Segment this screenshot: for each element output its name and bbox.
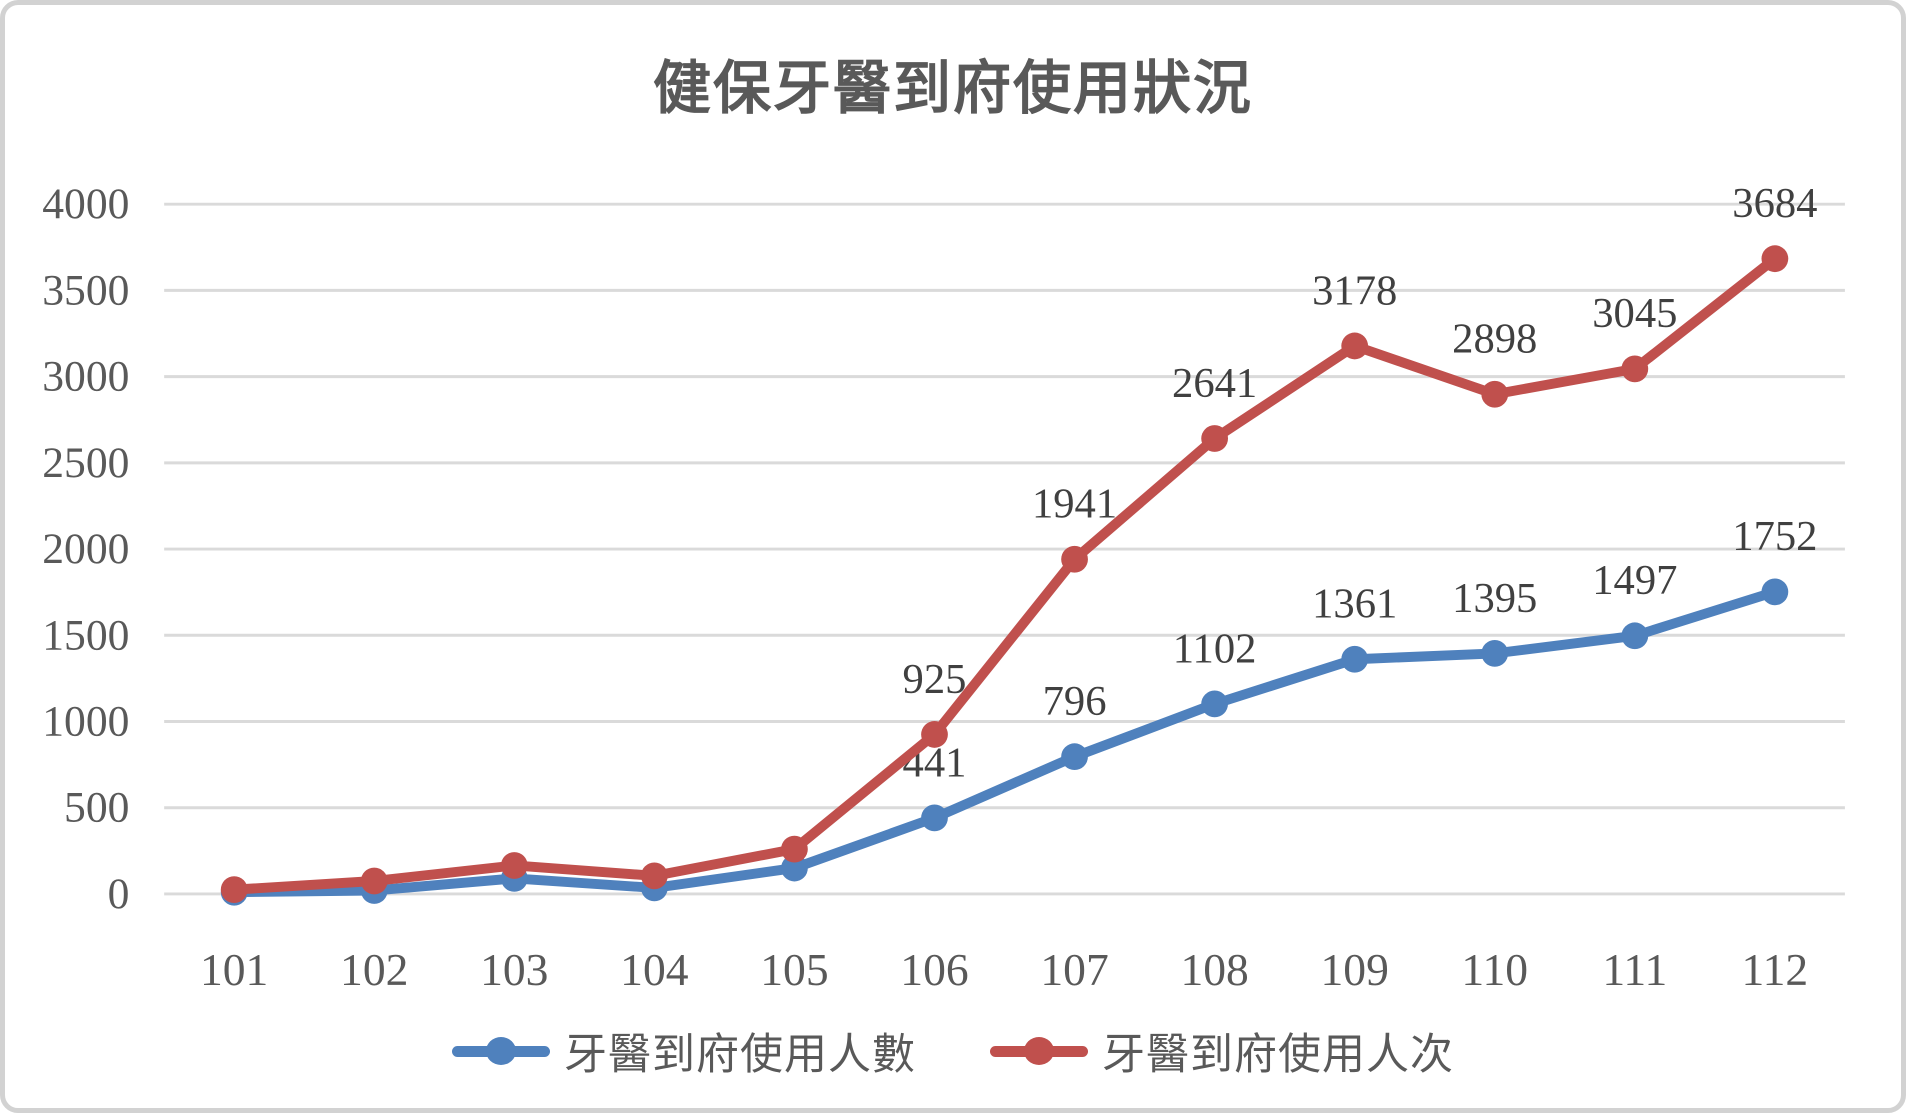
data-point-marker: [1481, 380, 1509, 408]
x-axis-tick-label: 102: [340, 944, 408, 995]
data-label: 1395: [1452, 575, 1537, 622]
data-point-marker: [220, 876, 248, 904]
data-point-marker: [921, 804, 948, 832]
x-axis-tick-label: 105: [760, 944, 828, 995]
data-point-marker: [640, 862, 668, 890]
line-chart: 0 500 1000 1500 2000 2500 3000 3500 4000 101 102 10…: [42, 180, 1845, 995]
x-axis-tick-label: 103: [480, 944, 548, 995]
data-label: 1361: [1312, 581, 1397, 628]
data-point-marker: [1621, 355, 1649, 383]
data-label: 2641: [1172, 360, 1257, 407]
y-axis-tick-label: 500: [64, 784, 129, 832]
series-line: [229, 253, 1780, 895]
y-axis-tick-label: 3000: [42, 353, 129, 401]
data-label: 796: [1043, 678, 1107, 725]
data-label: 3045: [1592, 290, 1677, 337]
data-point-marker: [1761, 245, 1789, 273]
chart-legend: 牙醫到府使用人數 牙醫到府使用人次: [5, 1020, 1901, 1082]
series-line: [229, 586, 1780, 898]
x-axis-tick-label: 104: [620, 944, 689, 995]
data-point-marker: [1341, 645, 1369, 673]
y-axis-tick-label: 2500: [42, 439, 129, 487]
data-label: 925: [903, 656, 967, 703]
x-axis-tick-label: 106: [900, 944, 968, 995]
y-axis-tick-label: 1000: [42, 698, 129, 746]
data-point-marker: [921, 721, 948, 748]
data-point-marker: [1201, 690, 1229, 718]
legend-item-visit-count: 牙醫到府使用人次: [990, 1020, 1454, 1082]
x-axis-tick-label: 109: [1321, 944, 1389, 995]
data-point-marker: [1341, 332, 1369, 360]
data-label: 1102: [1173, 625, 1257, 672]
legend-line-marker-icon: [990, 1037, 1088, 1065]
data-point-marker: [500, 852, 528, 879]
data-point-marker: [781, 835, 808, 863]
data-point-marker: [1621, 622, 1649, 650]
chart-title: 健保牙醫到府使用狀況: [652, 56, 1253, 121]
data-point-marker: [1061, 545, 1088, 573]
data-label: 3684: [1732, 180, 1817, 227]
data-point-marker: [781, 854, 808, 882]
data-point-marker: [1761, 578, 1789, 606]
y-axis-tick-label: 3500: [42, 266, 129, 314]
y-axis-tick-label: 0: [108, 870, 130, 918]
x-axis-tick-label: 111: [1602, 944, 1667, 995]
legend-line-marker-icon: [452, 1037, 550, 1065]
data-point-marker: [1201, 425, 1229, 452]
data-label: 1497: [1592, 557, 1677, 604]
data-label: 3178: [1312, 267, 1397, 314]
data-point-marker: [1481, 640, 1509, 667]
legend-label-people-count: 牙醫到府使用人數: [564, 1031, 916, 1079]
legend-item-people-count: 牙醫到府使用人數: [452, 1020, 916, 1082]
data-point-marker: [360, 867, 388, 895]
data-point-marker: [1061, 743, 1088, 771]
x-axis-tick-label: 112: [1742, 944, 1809, 995]
x-axis-tick-label: 107: [1040, 944, 1108, 995]
x-axis-tick-label: 108: [1180, 944, 1248, 995]
x-axis-tick-label: 101: [200, 944, 268, 995]
data-label: 1941: [1032, 481, 1117, 528]
y-axis-tick-label: 2000: [42, 525, 129, 573]
y-axis-tick-label: 4000: [42, 180, 129, 228]
x-axis-tick-label: 110: [1461, 944, 1528, 995]
y-axis-tick-label: 1500: [42, 611, 129, 659]
legend-label-visit-count: 牙醫到府使用人次: [1102, 1031, 1454, 1079]
data-label: 1752: [1732, 513, 1817, 560]
data-label: 2898: [1452, 316, 1537, 363]
